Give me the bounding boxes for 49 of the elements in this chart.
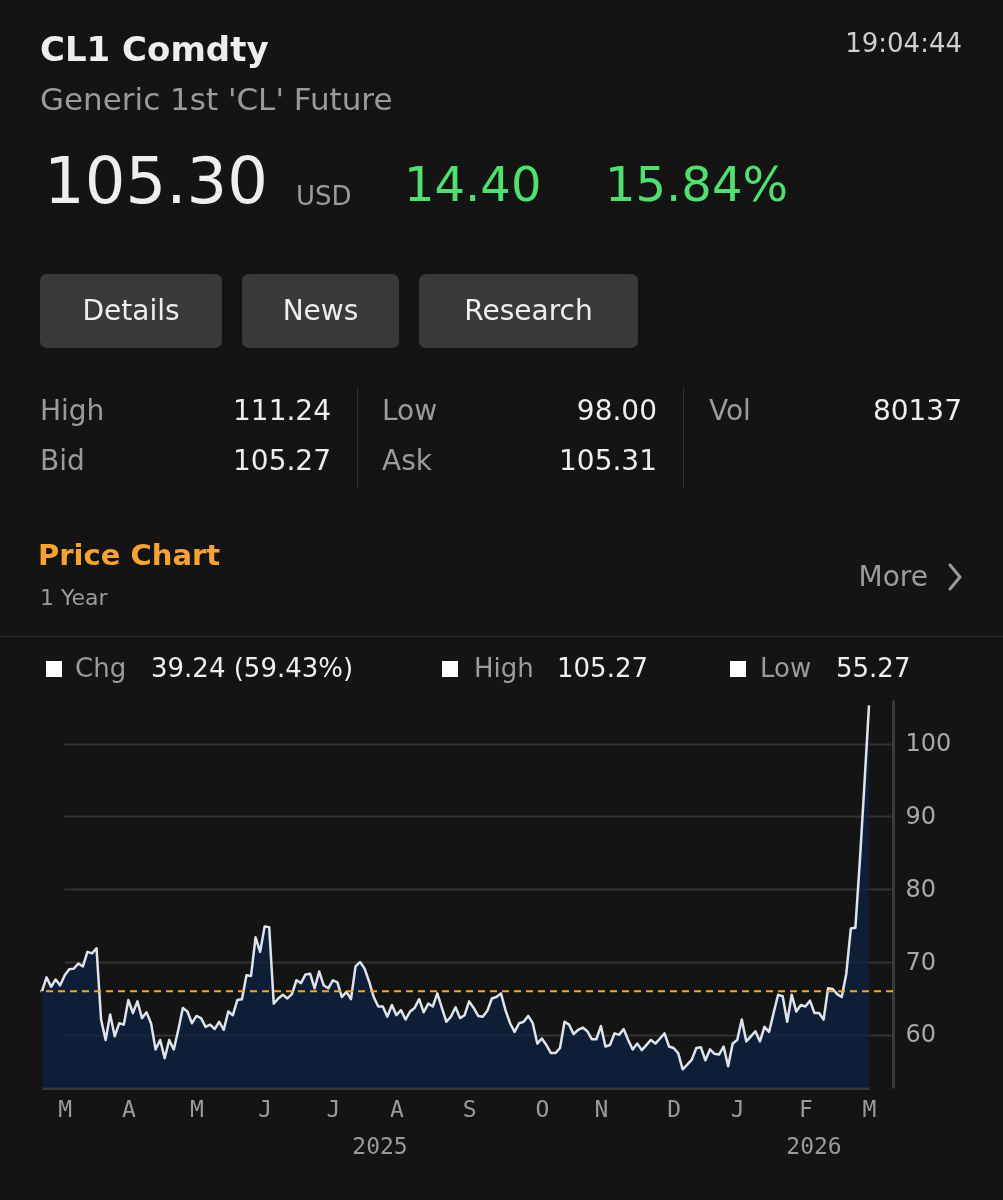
y-tick-label: 90	[905, 801, 937, 830]
text: 55.27	[836, 652, 911, 685]
x-tick-label: J	[730, 1095, 745, 1122]
text: 111.24	[233, 393, 331, 428]
text: Research	[463, 293, 594, 328]
y-tick-label: 70	[905, 947, 937, 976]
text: 105.27	[557, 652, 648, 685]
y-tick-label: 60	[905, 1020, 937, 1049]
text: High	[474, 652, 534, 685]
text: 80137	[872, 393, 962, 428]
x-tick-label: M	[58, 1095, 73, 1122]
text: 1 Year	[40, 585, 108, 612]
y-tick-label: 100	[905, 729, 952, 758]
x-tick-label: M	[190, 1095, 204, 1122]
text: 2025	[351, 1132, 409, 1161]
text: Details	[81, 293, 181, 328]
text: 105.30	[44, 143, 268, 221]
text: 15.84%	[605, 156, 789, 214]
text: 98.00	[576, 393, 657, 428]
text: More	[858, 559, 928, 594]
text: 19:04:44	[845, 27, 962, 60]
x-tick-label: S	[462, 1095, 477, 1122]
x-tick-label: O	[535, 1095, 550, 1122]
x-tick-label: J	[258, 1095, 273, 1122]
text: Ask	[382, 443, 432, 478]
text: Price Chart	[38, 538, 221, 573]
text: Low	[760, 652, 812, 685]
text: 2026	[785, 1132, 843, 1161]
x-tick-label: J	[326, 1095, 341, 1122]
text: Bid	[40, 443, 85, 478]
x-tick-label: F	[798, 1095, 813, 1122]
text: 14.40	[404, 156, 542, 214]
x-tick-label: D	[667, 1095, 682, 1122]
text: 105.31	[559, 443, 657, 478]
text: Vol	[709, 393, 751, 428]
x-tick-label: N	[594, 1095, 609, 1122]
text: High	[40, 393, 105, 428]
text: Low	[382, 393, 438, 428]
x-tick-label: A	[121, 1095, 136, 1122]
text: 39.24 (59.43%)	[151, 652, 354, 685]
text: 105.27	[233, 443, 331, 478]
text: USD	[296, 180, 352, 213]
x-tick-label: M	[862, 1095, 877, 1122]
text: News	[281, 293, 360, 328]
y-tick-label: 80	[905, 874, 937, 903]
chart-subtitle: Generic 1st 'CL' Future	[40, 80, 393, 118]
text: Chg	[75, 652, 127, 685]
x-tick-label: A	[390, 1095, 404, 1122]
chart-title: CL1 Comdty	[40, 28, 269, 70]
